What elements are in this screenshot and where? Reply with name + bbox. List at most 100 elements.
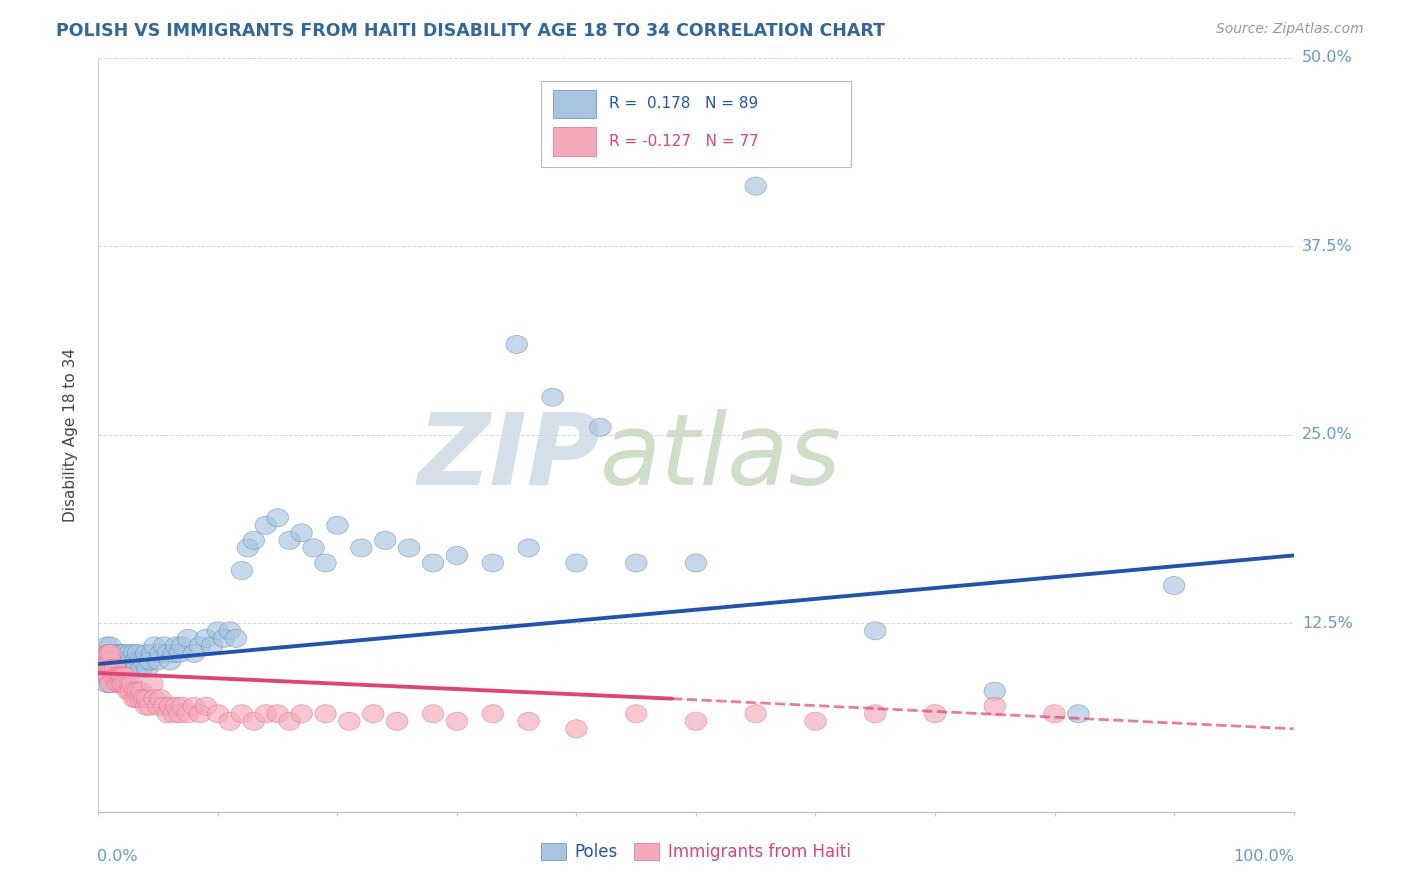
Ellipse shape — [98, 652, 120, 670]
Text: 25.0%: 25.0% — [1302, 427, 1353, 442]
Ellipse shape — [315, 554, 336, 572]
Ellipse shape — [100, 674, 121, 692]
Ellipse shape — [150, 690, 172, 707]
Ellipse shape — [111, 667, 134, 685]
Ellipse shape — [254, 705, 277, 723]
Ellipse shape — [159, 698, 181, 715]
Ellipse shape — [100, 667, 121, 685]
Ellipse shape — [326, 516, 349, 534]
Ellipse shape — [139, 698, 160, 715]
Ellipse shape — [103, 659, 124, 678]
Ellipse shape — [157, 644, 179, 663]
Ellipse shape — [114, 667, 135, 685]
Ellipse shape — [105, 667, 127, 685]
Ellipse shape — [97, 644, 118, 663]
Ellipse shape — [589, 418, 612, 436]
Ellipse shape — [107, 674, 128, 692]
Ellipse shape — [127, 659, 148, 678]
Ellipse shape — [177, 630, 198, 648]
Ellipse shape — [131, 682, 152, 700]
Ellipse shape — [159, 652, 181, 670]
Ellipse shape — [112, 674, 135, 692]
Ellipse shape — [143, 637, 166, 655]
Ellipse shape — [94, 652, 117, 670]
Ellipse shape — [745, 178, 766, 195]
Ellipse shape — [124, 690, 145, 707]
Ellipse shape — [195, 630, 217, 648]
Ellipse shape — [374, 532, 396, 549]
Ellipse shape — [104, 659, 127, 678]
Ellipse shape — [129, 652, 150, 670]
Ellipse shape — [96, 667, 118, 685]
Ellipse shape — [169, 705, 190, 723]
Text: atlas: atlas — [600, 409, 842, 506]
Ellipse shape — [267, 705, 288, 723]
Text: 50.0%: 50.0% — [1302, 51, 1353, 65]
Text: 37.5%: 37.5% — [1302, 239, 1353, 254]
Ellipse shape — [131, 659, 152, 678]
Ellipse shape — [100, 659, 121, 678]
Ellipse shape — [201, 637, 222, 655]
Ellipse shape — [183, 644, 205, 663]
Ellipse shape — [166, 698, 187, 715]
Ellipse shape — [125, 652, 146, 670]
Ellipse shape — [120, 682, 142, 700]
Text: Source: ZipAtlas.com: Source: ZipAtlas.com — [1216, 22, 1364, 37]
Ellipse shape — [135, 698, 157, 715]
Ellipse shape — [121, 659, 142, 678]
Ellipse shape — [924, 705, 946, 723]
Ellipse shape — [1163, 576, 1185, 595]
Ellipse shape — [238, 539, 259, 557]
Ellipse shape — [984, 682, 1005, 700]
Ellipse shape — [177, 705, 198, 723]
Ellipse shape — [685, 554, 707, 572]
Text: R = -0.127   N = 77: R = -0.127 N = 77 — [609, 134, 758, 149]
Ellipse shape — [190, 637, 211, 655]
Ellipse shape — [125, 682, 146, 700]
Ellipse shape — [121, 674, 142, 692]
Ellipse shape — [134, 652, 155, 670]
Ellipse shape — [398, 539, 420, 557]
Ellipse shape — [1043, 705, 1066, 723]
Ellipse shape — [103, 659, 125, 678]
Text: ZIP: ZIP — [418, 409, 600, 506]
Ellipse shape — [105, 644, 127, 663]
Ellipse shape — [97, 667, 118, 685]
Ellipse shape — [190, 705, 211, 723]
Ellipse shape — [482, 705, 503, 723]
Ellipse shape — [195, 698, 217, 715]
Ellipse shape — [135, 644, 157, 663]
Ellipse shape — [114, 659, 135, 678]
FancyBboxPatch shape — [553, 89, 596, 119]
Ellipse shape — [172, 698, 193, 715]
Ellipse shape — [984, 698, 1005, 715]
Ellipse shape — [111, 674, 134, 692]
Ellipse shape — [163, 705, 184, 723]
Ellipse shape — [110, 644, 132, 663]
Ellipse shape — [1067, 705, 1090, 723]
Ellipse shape — [104, 667, 127, 685]
Ellipse shape — [626, 705, 647, 723]
Ellipse shape — [100, 674, 121, 692]
Ellipse shape — [207, 705, 229, 723]
Ellipse shape — [315, 705, 336, 723]
Text: R =  0.178   N = 89: R = 0.178 N = 89 — [609, 96, 758, 112]
Ellipse shape — [291, 524, 312, 541]
Ellipse shape — [98, 659, 120, 678]
Ellipse shape — [115, 652, 136, 670]
Ellipse shape — [112, 644, 135, 663]
Ellipse shape — [96, 637, 118, 655]
Ellipse shape — [565, 554, 588, 572]
Ellipse shape — [506, 335, 527, 353]
Ellipse shape — [166, 637, 187, 655]
Ellipse shape — [124, 644, 145, 663]
Ellipse shape — [103, 652, 124, 670]
Ellipse shape — [865, 622, 886, 640]
Ellipse shape — [254, 516, 277, 534]
Ellipse shape — [183, 698, 205, 715]
Ellipse shape — [129, 690, 150, 707]
Ellipse shape — [111, 652, 134, 670]
Ellipse shape — [110, 667, 131, 685]
Ellipse shape — [650, 132, 671, 150]
Ellipse shape — [267, 508, 288, 527]
